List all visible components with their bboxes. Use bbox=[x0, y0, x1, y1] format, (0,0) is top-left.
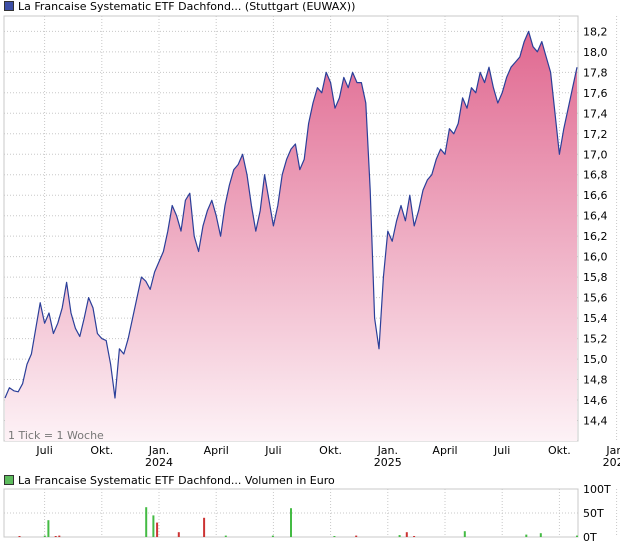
volume-bar bbox=[463, 531, 466, 537]
price-x-tick-year: 2024 bbox=[145, 456, 173, 469]
price-y-tick-label: 15,4 bbox=[583, 312, 608, 325]
price-x-tick-year: 2025 bbox=[374, 456, 402, 469]
price-y-tick-label: 17,2 bbox=[583, 128, 608, 141]
price-x-tick-label: Jan. bbox=[605, 444, 620, 457]
price-y-tick-label: 17,8 bbox=[583, 66, 608, 79]
volume-bar bbox=[47, 520, 50, 537]
price-y-tick-label: 15,8 bbox=[583, 271, 608, 284]
price-y-tick-label: 16,0 bbox=[583, 251, 608, 264]
price-x-tick-label: Juli bbox=[35, 444, 52, 457]
volume-legend-swatch bbox=[4, 475, 14, 485]
volume-bar bbox=[413, 536, 416, 537]
volume-bar bbox=[152, 515, 155, 537]
volume-bar bbox=[224, 535, 227, 537]
price-y-tick-label: 15,0 bbox=[583, 353, 608, 366]
volume-bars bbox=[18, 507, 578, 537]
price-legend: La Francaise Systematic ETF Dachfond... … bbox=[4, 0, 355, 14]
price-y-tick-label: 16,2 bbox=[583, 230, 608, 243]
price-x-tick-label: April bbox=[204, 444, 229, 457]
volume-bar bbox=[355, 535, 358, 537]
volume-bar bbox=[271, 535, 274, 537]
volume-bar bbox=[58, 535, 61, 537]
volume-bar bbox=[203, 517, 206, 537]
price-line bbox=[4, 30, 578, 399]
volume-bar bbox=[576, 535, 578, 537]
volume-bar bbox=[405, 532, 408, 537]
volume-bar bbox=[290, 508, 292, 537]
price-x-tick-label: Okt. bbox=[319, 444, 342, 457]
price-y-tick-label: 15,2 bbox=[583, 333, 608, 346]
price-y-tick-label: 16,4 bbox=[583, 210, 608, 223]
volume-bar bbox=[156, 522, 159, 537]
volume-y-tick-label: 50T bbox=[583, 507, 604, 520]
price-y-axis: 18,2 18,0 17,8 17,6 17,4 17,2 17,0 16,8 16,6 16,4… bbox=[583, 25, 608, 427]
volume-bar bbox=[539, 533, 542, 537]
volume-legend: La Francaise Systematic ETF Dachfond... … bbox=[4, 474, 335, 488]
price-x-tick-label: Okt. bbox=[548, 444, 571, 457]
price-x-tick-label: Okt. bbox=[90, 444, 113, 457]
price-x-tick-label: Juli bbox=[493, 444, 510, 457]
volume-legend-label: La Francaise Systematic ETF Dachfond... … bbox=[18, 474, 335, 487]
price-y-tick-label: 17,6 bbox=[583, 87, 608, 100]
volume-y-tick-label: 100T bbox=[583, 483, 611, 496]
price-y-tick-label: 18,0 bbox=[583, 46, 608, 59]
volume-y-tick-label: 0T bbox=[583, 531, 597, 544]
price-legend-label: La Francaise Systematic ETF Dachfond... … bbox=[18, 0, 356, 13]
volume-bar bbox=[145, 507, 148, 537]
volume-bar bbox=[398, 535, 401, 537]
price-x-tick-year: 2026 bbox=[603, 456, 620, 469]
price-area-fill bbox=[5, 31, 577, 442]
price-y-tick-label: 17,0 bbox=[583, 148, 608, 161]
price-y-tick-label: 17,4 bbox=[583, 107, 608, 120]
volume-bar bbox=[177, 532, 180, 537]
price-x-tick-label: Juli bbox=[264, 444, 281, 457]
price-x-tick-label: Jan. bbox=[148, 444, 169, 457]
price-y-tick-label: 14,6 bbox=[583, 394, 608, 407]
price-area-layer bbox=[4, 30, 578, 442]
volume-bar bbox=[43, 535, 46, 537]
price-y-tick-label: 14,8 bbox=[583, 374, 608, 387]
volume-bar bbox=[525, 534, 528, 537]
volume-grid bbox=[4, 488, 618, 538]
tick-note: 1 Tick = 1 Woche bbox=[8, 429, 104, 442]
volume-bar bbox=[54, 536, 57, 537]
price-y-tick-label: 14,4 bbox=[583, 415, 608, 428]
price-x-tick-label: April bbox=[432, 444, 457, 457]
volume-bar bbox=[333, 536, 336, 537]
price-x-tick-label: Jan. bbox=[377, 444, 398, 457]
price-y-tick-label: 16,6 bbox=[583, 189, 608, 202]
volume-bar bbox=[18, 536, 21, 537]
price-legend-swatch bbox=[4, 1, 14, 11]
volume-y-axis: 100T 50T 0T bbox=[583, 483, 611, 544]
price-y-tick-label: 16,8 bbox=[583, 169, 608, 182]
price-y-tick-label: 18,2 bbox=[583, 25, 608, 38]
price-y-tick-label: 15,6 bbox=[583, 292, 608, 305]
